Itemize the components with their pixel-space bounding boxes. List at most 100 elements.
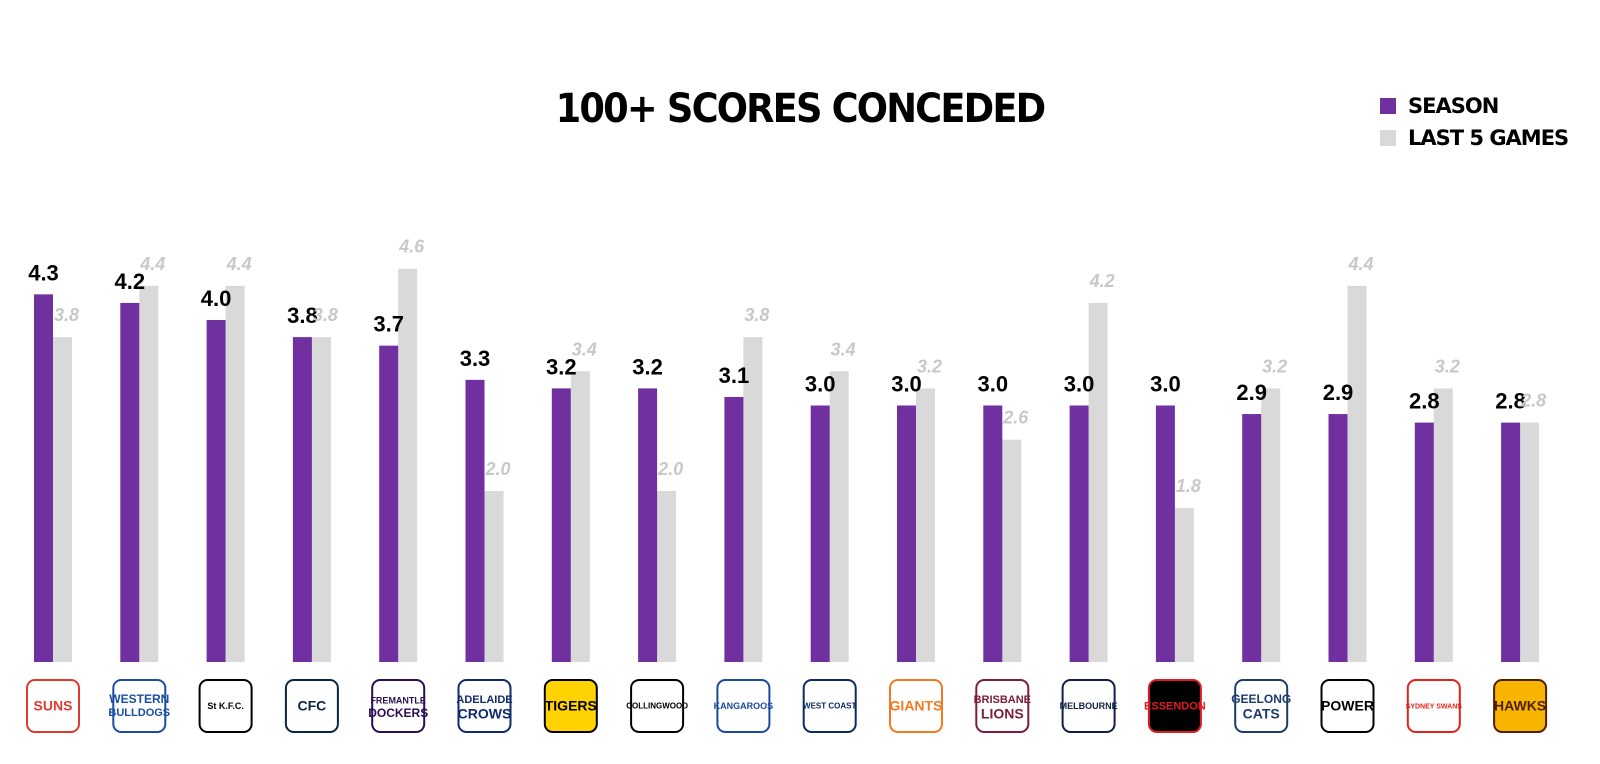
data-label-last5: 3.2 (917, 356, 942, 376)
bar-season (206, 320, 226, 662)
bar-last5 (1433, 388, 1453, 662)
data-label-season: 3.0 (1150, 372, 1181, 397)
team-logo-text: CFC (298, 698, 327, 714)
bar-last5 (1347, 285, 1367, 662)
logo-tile (112, 679, 167, 733)
data-label-last5: 3.8 (744, 305, 769, 325)
logo-tile (889, 679, 943, 733)
data-label-last5: 3.8 (313, 305, 338, 325)
logo-tile (1234, 679, 1289, 733)
data-label-season: 3.8 (287, 303, 318, 328)
legend-label-season: SEASON (1408, 94, 1499, 118)
team-logo-text: St K.F.C. (207, 701, 244, 711)
bar-season (1414, 422, 1434, 662)
bar-season (1501, 422, 1521, 662)
bar-season (379, 345, 399, 662)
bar-last5 (743, 337, 763, 662)
logo-tile (716, 679, 771, 733)
bar-last5 (398, 268, 418, 662)
team-logo-text: ESSENDON (1144, 701, 1206, 713)
logo-tile (630, 679, 685, 733)
bar-season (551, 388, 571, 662)
legend-item-last5: LAST 5 GAMES (1380, 122, 1569, 154)
bar-season (465, 379, 485, 662)
team-logo-text: GIANTS (890, 698, 943, 714)
team-logo-text: TIGERS (545, 698, 597, 714)
data-label-last5: 4.4 (1347, 254, 1373, 274)
hawk-icon: HAWKS (1493, 679, 1548, 733)
data-label-season: 3.2 (546, 354, 577, 379)
data-label-last5: 2.8 (1520, 391, 1546, 411)
logo-tile (198, 679, 253, 733)
bar-season (120, 302, 140, 662)
sun-icon: SUNS (26, 679, 80, 733)
logo-tile (371, 679, 426, 733)
bar-last5 (1088, 302, 1108, 662)
bar-last5 (1520, 422, 1540, 662)
team-logo-text: WESTERN (109, 692, 169, 706)
data-label-season: 2.8 (1409, 389, 1440, 414)
team-logo-text: SYDNEY SWANS (1406, 703, 1463, 710)
bomber-icon: ESSENDON (1144, 679, 1206, 733)
bar-season (983, 405, 1003, 662)
swan-icon: SYDNEY SWANS (1406, 679, 1463, 733)
data-label-season: 3.7 (373, 312, 404, 337)
team-logo-text: COLLINGWOOD (626, 702, 688, 711)
legend-label-last5: LAST 5 GAMES (1408, 126, 1569, 150)
data-label-last5: 4.6 (398, 237, 425, 257)
data-label-last5: 3.2 (1435, 356, 1460, 376)
bar-last5 (570, 371, 590, 662)
chart-title: 100+ SCORES CONCEDED (555, 86, 1047, 132)
team-logo-text: ADELAIDE (456, 694, 512, 706)
data-label-last5: 1.8 (1176, 476, 1201, 496)
data-label-last5: 4.4 (226, 254, 252, 274)
bar-season (897, 405, 916, 662)
data-label-season: 3.0 (891, 372, 922, 397)
magpie-icon: COLLINGWOOD (626, 679, 688, 733)
logo-tile (1061, 679, 1116, 733)
legend: SEASON LAST 5 GAMES (1380, 90, 1569, 154)
tiger-icon: TIGERS (543, 679, 598, 733)
bar-last5 (657, 491, 677, 662)
cross-shield-icon: St K.F.C. (198, 679, 253, 733)
bar-last5 (916, 388, 935, 662)
bar-last5 (1002, 439, 1022, 662)
data-label-season: 3.3 (460, 346, 491, 371)
team-logo-text: HAWKS (1494, 698, 1546, 714)
team-logo-text: GEELONG (1231, 692, 1291, 706)
data-label-last5: 2.6 (1002, 408, 1029, 428)
data-label-season: 2.8 (1495, 389, 1526, 414)
bar-last5 (311, 337, 331, 662)
logo-tile (1320, 679, 1375, 733)
bar-season (292, 337, 312, 662)
monogram-icon: CFC (284, 679, 339, 733)
team-logo-text: BULLDOGS (108, 707, 170, 719)
team-logo-text: DOCKERS (368, 706, 428, 720)
data-label-season: 3.0 (805, 372, 836, 397)
legend-swatch-last5 (1380, 130, 1396, 146)
logo-tile (975, 679, 1030, 733)
data-label-season: 3.0 (1064, 372, 1095, 397)
logo-tile (284, 679, 339, 733)
bar-season (724, 396, 744, 662)
data-label-last5: 2.0 (657, 459, 683, 479)
data-label-last5: 4.4 (139, 254, 165, 274)
data-label-season: 4.3 (28, 260, 59, 285)
data-label-last5: 3.4 (831, 339, 856, 359)
logo-tile (26, 679, 80, 733)
demon-icon: MELBOURNE (1060, 679, 1118, 733)
data-label-last5: 3.4 (572, 339, 597, 359)
data-label-last5: 4.2 (1089, 271, 1115, 291)
bar-last5 (484, 491, 504, 662)
g-icon: GIANTS (889, 679, 943, 733)
data-label-season: 4.0 (201, 286, 232, 311)
team-logo-text: WEST COAST (803, 702, 856, 711)
data-label-season: 3.1 (719, 363, 750, 388)
logo-tile (1147, 679, 1202, 733)
